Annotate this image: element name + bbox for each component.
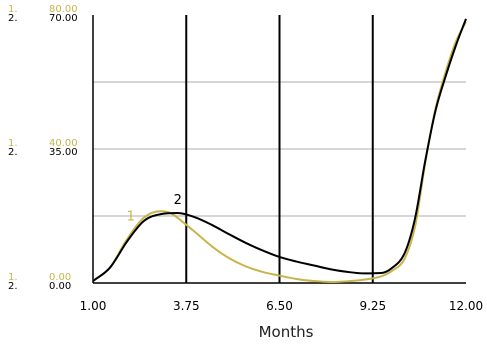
y-scale-2-mid-prefix: 2. — [8, 147, 18, 158]
y-scale-2-top-prefix: 2. — [8, 13, 18, 24]
y-scale-1-bottom-value: 0.00 — [49, 272, 71, 283]
series-2-line — [92, 18, 467, 282]
grid-lines — [93, 15, 466, 283]
series-2-label: 2 — [174, 193, 182, 208]
y-scale-2-top-value: 70.00 — [49, 13, 78, 24]
y-scale-1-mid-prefix: 1. — [8, 138, 18, 149]
y-scale-2-mid-value: 35.00 — [49, 147, 78, 158]
x-axis-label: Months — [259, 323, 314, 341]
series-labels: 12 — [127, 193, 182, 224]
y-scale-2-bottom-prefix: 2. — [8, 281, 18, 292]
y-scale-1-bottom-prefix: 1. — [8, 272, 18, 283]
series-lines — [92, 18, 467, 283]
plot-frame — [92, 15, 466, 284]
x-tick-label-1: 1.00 — [80, 299, 107, 313]
y-scale-1-mid-value: 40.00 — [49, 138, 78, 149]
x-tick-label-2: 3.75 — [173, 299, 200, 313]
x-tick-label-4: 9.25 — [359, 299, 386, 313]
y-scale-1-top-prefix: 1. — [8, 4, 18, 15]
x-tick-label-5: 12.00 — [449, 299, 483, 313]
y-axis-scales: 1. 80.00 2. 70.00 1. 40.00 2. 35.00 1. 0.00 2. 0.00 — [8, 4, 78, 292]
x-axis-ticks: 1.00 3.75 6.50 9.25 12.00 — [80, 299, 484, 313]
y-scale-1-top-value: 80.00 — [49, 4, 78, 15]
y-scale-2-bottom-value: 0.00 — [49, 281, 71, 292]
x-tick-label-3: 6.50 — [266, 299, 293, 313]
series-1-label: 1 — [127, 209, 135, 224]
